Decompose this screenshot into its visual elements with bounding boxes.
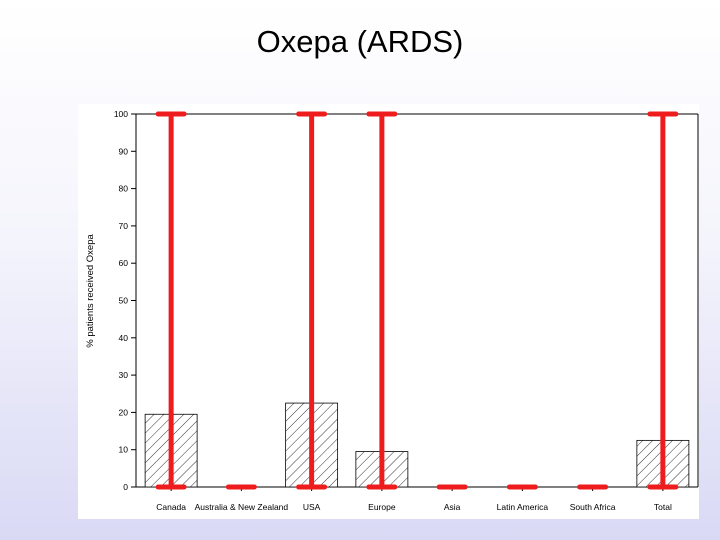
y-tick-label: 50 <box>119 296 129 306</box>
chart-panel: 0 10 20 30 40 50 60 70 80 90 100 Canada Australia & … <box>78 104 699 519</box>
y-tick-label: 60 <box>119 258 129 268</box>
y-tick-label: 30 <box>119 370 129 380</box>
x-tick-label: South Africa <box>570 502 616 512</box>
tick-labels: 0 10 20 30 40 50 60 70 80 90 100 Canada Australia & … <box>114 109 672 512</box>
axes <box>131 113 699 491</box>
y-tick-label: 40 <box>119 333 129 343</box>
x-tick-label: Asia <box>444 502 461 512</box>
x-tick-label: Total <box>654 502 672 512</box>
x-tick-label: Europe <box>368 502 396 512</box>
y-tick-label: 70 <box>119 221 129 231</box>
error-bars <box>155 111 679 490</box>
y-tick-label: 80 <box>119 184 129 194</box>
y-tick-label: 100 <box>114 109 128 119</box>
x-tick-label: Australia & New Zealand <box>195 502 289 512</box>
x-tick-label: USA <box>303 502 321 512</box>
x-tick-label: Canada <box>156 502 186 512</box>
bar-chart: 0 10 20 30 40 50 60 70 80 90 100 Canada Australia & … <box>85 109 699 512</box>
y-tick-label: 20 <box>119 407 129 417</box>
bars <box>144 402 690 488</box>
y-tick-label: 90 <box>119 146 129 156</box>
y-axis-label: % patients received Oxepa <box>85 234 96 348</box>
y-tick-label: 10 <box>119 445 129 455</box>
slide-title: Oxepa (ARDS) <box>256 24 464 59</box>
y-tick-label: 0 <box>123 482 128 492</box>
x-tick-label: Latin America <box>497 502 549 512</box>
